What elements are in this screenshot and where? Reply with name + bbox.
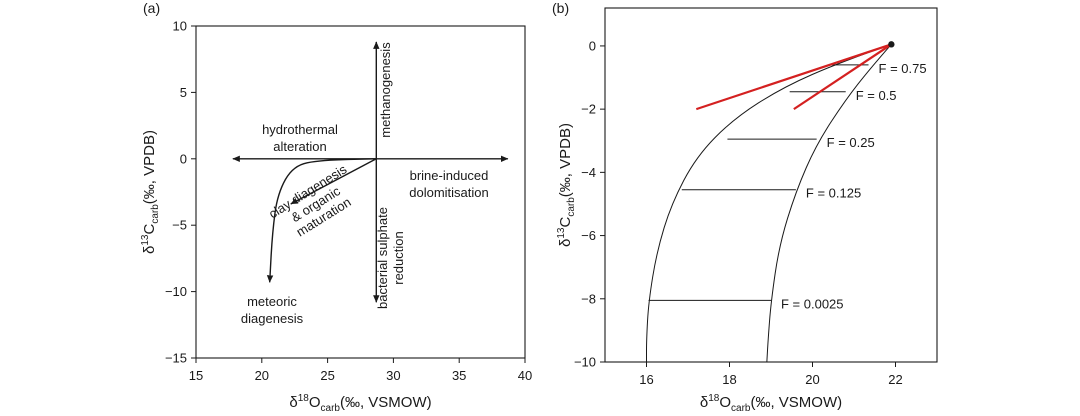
x-tick-label: 40 <box>518 368 532 383</box>
y-tick-label: −5 <box>172 218 187 233</box>
panel-a: (a) 15 20 25 30 35 40 10 5 0 −5 −10 −15 δ18Ocarb(‰, V… <box>140 0 532 414</box>
x-tick-label: 25 <box>320 368 334 383</box>
plot-frame <box>604 7 938 363</box>
y-tick-label: −2 <box>581 102 596 117</box>
x-tick-label: 20 <box>805 372 819 387</box>
clay-diagenesis-arrow <box>290 158 377 205</box>
y-tick-label: −15 <box>165 351 187 366</box>
f-line-label: F = 0.0025 <box>781 296 844 311</box>
y-tick-label: 0 <box>589 38 596 53</box>
hydrothermal-label: alteration <box>273 139 326 154</box>
y-tick-label: −10 <box>165 284 187 299</box>
x-axis-label: δ18Ocarb(‰, VSMOW) <box>289 393 431 414</box>
sulphate-reduction-label: bacterial sulphate <box>375 207 390 309</box>
x-tick-label: 30 <box>386 368 400 383</box>
red-trend-line <box>793 43 892 111</box>
y-tick-label: 0 <box>180 151 187 166</box>
plot-frame <box>195 25 526 359</box>
brine-dolomitisation-label: brine-induced <box>410 168 489 183</box>
panel-label: (a) <box>143 0 160 16</box>
hydrothermal-label: hydrothermal <box>262 122 338 137</box>
x-tick-label: 22 <box>888 372 902 387</box>
y-tick-label: −10 <box>574 355 596 370</box>
sulphate-reduction-label: reduction <box>391 231 406 284</box>
envelope-right-curve <box>766 44 892 363</box>
y-axis-label: δ13Ccarb(‰, VPDB) <box>140 130 161 254</box>
envelope-left-curve <box>646 43 892 362</box>
y-tick-label: −6 <box>581 228 596 243</box>
x-axis-label: δ18Ocarb(‰, VSMOW) <box>700 393 842 414</box>
panel-label: (b) <box>552 0 569 16</box>
f-line-label: F = 0.75 <box>879 61 927 76</box>
x-tick-label: 15 <box>189 368 203 383</box>
red-trend-line <box>695 43 892 111</box>
x-tick-label: 35 <box>452 368 466 383</box>
x-tick-label: 16 <box>639 372 653 387</box>
meteoric-curve <box>266 158 377 283</box>
y-axis-label: δ13Ccarb(‰, VPDB) <box>556 123 577 247</box>
f-line-label: F = 0.125 <box>806 186 861 201</box>
y-tick-label: 5 <box>180 85 187 100</box>
start-point <box>888 41 895 48</box>
y-tick-label: −8 <box>581 291 596 306</box>
meteoric-label: diagenesis <box>241 311 304 326</box>
x-tick-label: 18 <box>722 372 736 387</box>
brine-dolomitisation-label: dolomitisation <box>409 185 489 200</box>
panel-b: (b) 16 18 20 22 0 −2 −4 −6 −8 −10 δ18Ocarb(‰, VSMOW… <box>552 0 938 414</box>
meteoric-label: meteoric <box>247 294 297 309</box>
y-tick-label: −4 <box>581 165 596 180</box>
f-line-label: F = 0.5 <box>856 88 897 103</box>
f-line-label: F = 0.25 <box>827 135 875 150</box>
y-tick-label: 10 <box>173 19 187 34</box>
methanogenesis-label: methanogenesis <box>378 42 393 138</box>
x-tick-label: 20 <box>255 368 269 383</box>
